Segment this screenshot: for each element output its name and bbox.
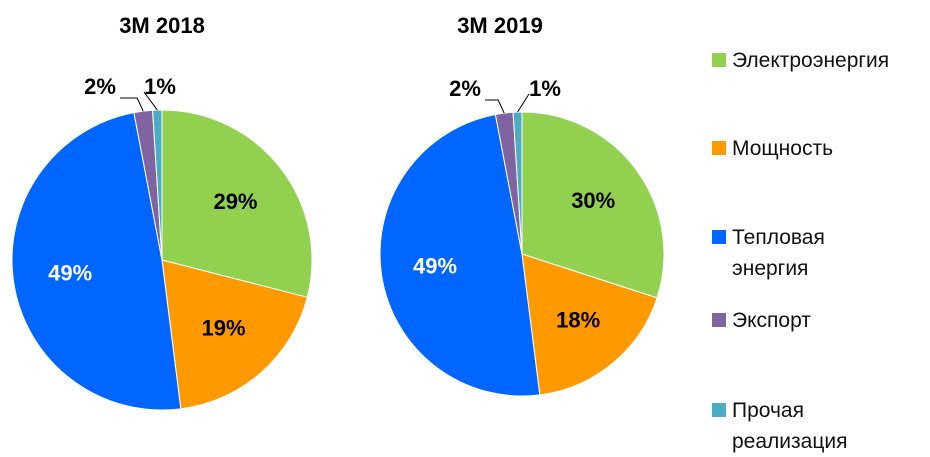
leader-line	[143, 91, 158, 111]
legend-item: Электроэнергия	[712, 45, 890, 76]
legend-item: Экспорт	[712, 305, 811, 336]
legend-item: Тепловая энергия	[712, 222, 825, 284]
data-label: 1%	[529, 76, 561, 101]
legend-swatch	[712, 230, 726, 244]
leader-line	[517, 93, 530, 113]
legend-label: Электроэнергия	[732, 49, 890, 72]
legend-swatch	[712, 141, 726, 155]
legend-label: Прочая реализация	[732, 399, 848, 453]
data-label: 30%	[571, 188, 615, 213]
chart-title: 3M 2019	[457, 13, 543, 38]
chart-title: 3M 2018	[119, 13, 205, 38]
pie-slice	[11, 112, 182, 411]
data-label: 1%	[144, 74, 176, 99]
pie-slice	[161, 109, 313, 298]
leader-line	[485, 99, 505, 114]
pie-slice	[379, 113, 541, 397]
data-label: 49%	[48, 260, 92, 285]
legend-item: Прочая реализация	[712, 395, 848, 457]
legend-swatch	[712, 403, 726, 417]
data-label: 2%	[449, 76, 481, 101]
legend-swatch	[712, 53, 726, 67]
pie-slice	[521, 253, 658, 396]
data-label: 2%	[84, 74, 116, 99]
legend-label: Мощность	[732, 137, 834, 160]
legend-label: Экспорт	[732, 309, 811, 332]
data-label: 18%	[556, 308, 600, 333]
pie-slice	[521, 111, 665, 299]
leader-line	[120, 97, 144, 112]
data-label: 29%	[213, 189, 257, 214]
legend-swatch	[712, 313, 726, 327]
data-label: 49%	[413, 254, 457, 279]
legend-item: Мощность	[712, 133, 834, 164]
data-label: 19%	[201, 316, 245, 341]
legend-label: Тепловая энергия	[732, 226, 825, 280]
pie-slice	[161, 259, 308, 410]
